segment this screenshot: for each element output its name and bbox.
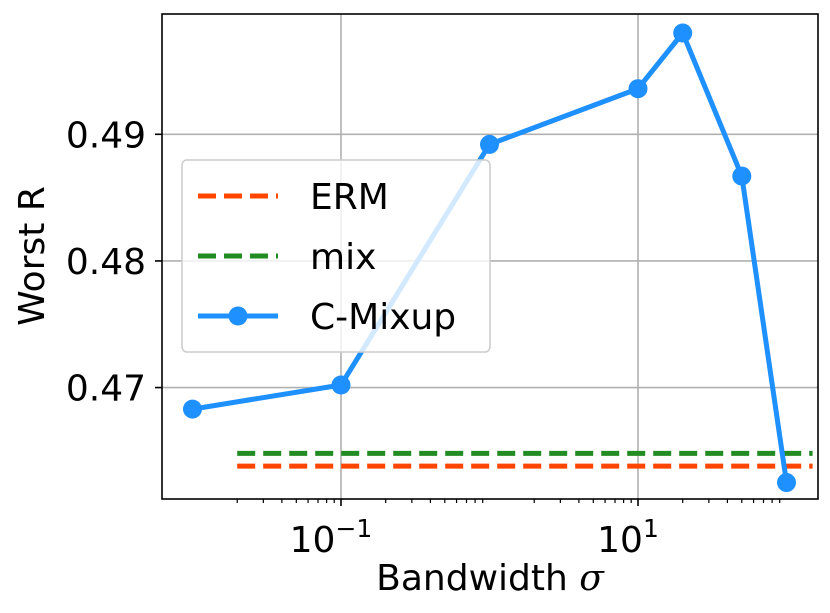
x-axis-label: Bandwidth σ bbox=[376, 558, 605, 599]
legend: ERM mix C-Mixup bbox=[181, 159, 491, 353]
legend-mix-label: mix bbox=[310, 237, 376, 278]
data-point bbox=[628, 79, 648, 99]
data-point bbox=[732, 166, 752, 186]
plot-frame bbox=[161, 13, 819, 500]
y-axis-label: Worst R bbox=[12, 186, 53, 326]
legend-entries: ERM mix C-Mixup bbox=[198, 177, 456, 338]
data-point bbox=[480, 134, 499, 154]
x-axis-label-symbol: σ bbox=[579, 558, 605, 599]
x-tick-label: 10−1 bbox=[290, 514, 373, 561]
legend-c-mixup-marker bbox=[228, 306, 248, 326]
x-tick-base: 10 bbox=[597, 520, 643, 561]
legend-box bbox=[181, 159, 491, 353]
x-tick-exponent: −1 bbox=[335, 514, 372, 543]
y-tick-label: 0.48 bbox=[66, 242, 146, 283]
data-point bbox=[183, 399, 202, 419]
data-point bbox=[673, 23, 693, 43]
legend-erm-label: ERM bbox=[310, 177, 389, 218]
x-tick-base: 10 bbox=[290, 520, 336, 561]
y-axis-ticks: 0.47 0.48 0.49 bbox=[66, 115, 162, 410]
data-point bbox=[331, 375, 351, 395]
data-point bbox=[777, 473, 796, 493]
x-tick-exponent: 1 bbox=[643, 514, 659, 543]
x-axis-ticks: 10−1 101 bbox=[236, 499, 781, 561]
x-axis-label-text: Bandwidth bbox=[376, 558, 568, 599]
y-tick-label: 0.49 bbox=[66, 115, 146, 156]
legend-c-mixup-label: C-Mixup bbox=[310, 297, 456, 338]
y-tick-label: 0.47 bbox=[66, 369, 146, 410]
series-layer bbox=[183, 23, 813, 493]
x-tick-label: 101 bbox=[597, 514, 659, 561]
